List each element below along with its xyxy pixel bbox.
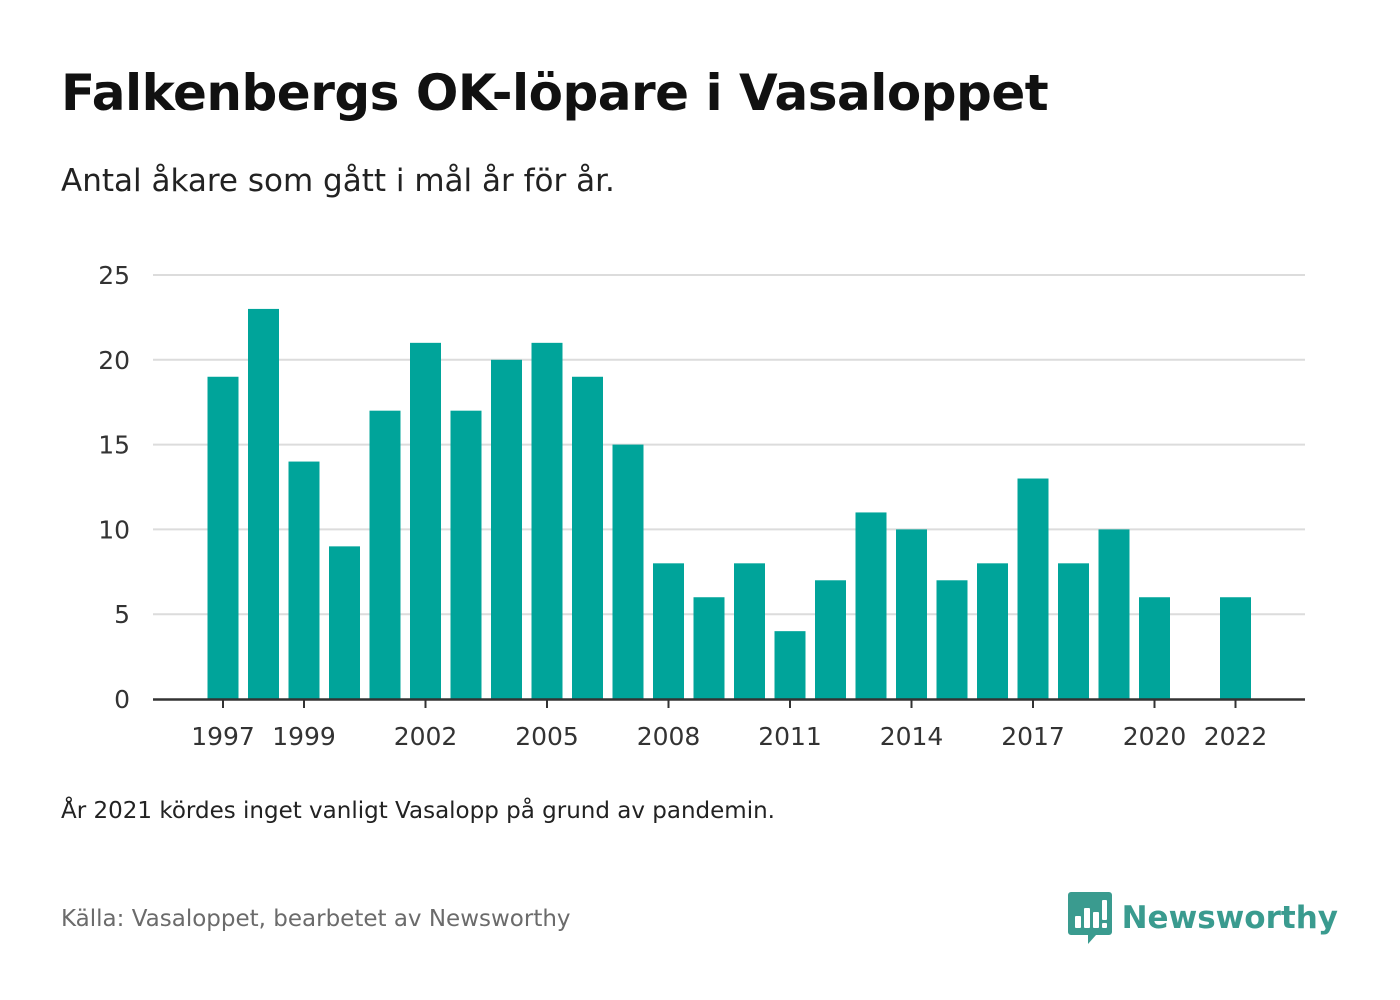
bar-2013 bbox=[855, 512, 887, 699]
x-tick-label: 2011 bbox=[758, 722, 822, 751]
bar-2016 bbox=[977, 563, 1008, 699]
bar-2015 bbox=[936, 580, 968, 699]
bar-2018 bbox=[1058, 563, 1089, 699]
y-tick-label: 15 bbox=[98, 431, 130, 460]
x-tick-label: 2005 bbox=[515, 722, 579, 751]
y-tick-label: 25 bbox=[98, 261, 130, 290]
bar-2020 bbox=[1139, 597, 1170, 699]
x-tick-label: 1999 bbox=[272, 722, 336, 751]
bar-2006 bbox=[572, 376, 603, 699]
chart-note: År 2021 kördes inget vanligt Vasalopp på… bbox=[61, 798, 775, 824]
newsworthy-logo-icon bbox=[1067, 892, 1112, 944]
bar-2012 bbox=[815, 580, 846, 699]
bar-2002 bbox=[410, 342, 441, 699]
bar-2010 bbox=[734, 563, 765, 699]
bar-2022 bbox=[1220, 597, 1251, 699]
bar-1999 bbox=[288, 461, 320, 699]
bar-2003 bbox=[450, 410, 482, 699]
chart-subtitle: Antal åkare som gått i mål år för år. bbox=[61, 163, 615, 199]
bar-2019 bbox=[1098, 529, 1130, 699]
bar-2007 bbox=[612, 444, 644, 699]
y-tick-label: 0 bbox=[114, 685, 130, 714]
bars bbox=[207, 308, 1251, 699]
y-tick-label: 20 bbox=[98, 346, 130, 375]
bar-2009 bbox=[693, 597, 725, 699]
x-tick-label: 2014 bbox=[880, 722, 944, 751]
bar-2005 bbox=[531, 342, 563, 699]
gridlines bbox=[153, 274, 1305, 616]
x-tick-label: 2008 bbox=[637, 722, 701, 751]
brand-logo: Newsworthy bbox=[1067, 892, 1338, 944]
x-tick-label: 2002 bbox=[394, 722, 458, 751]
chart-title: Falkenbergs OK-löpare i Vasaloppet bbox=[61, 64, 1049, 122]
source-text: Källa: Vasaloppet, bearbetet av Newswort… bbox=[61, 906, 571, 932]
axes: 0 5 10 15 20 25 1997 1999 2002 2005 2008 2011 2014 20… bbox=[98, 261, 1305, 751]
x-tick-label: 1997 bbox=[191, 722, 255, 751]
bar-2001 bbox=[369, 410, 401, 699]
bar-2000 bbox=[329, 546, 360, 699]
brand-name: Newsworthy bbox=[1121, 900, 1338, 936]
bar-1997 bbox=[207, 376, 239, 699]
bar-2008 bbox=[653, 563, 684, 699]
x-tick-label: 2017 bbox=[1001, 722, 1065, 751]
bar-2004 bbox=[491, 359, 522, 699]
bar-2017 bbox=[1017, 478, 1049, 699]
bar-2014 bbox=[896, 529, 927, 699]
y-tick-label: 5 bbox=[114, 600, 130, 629]
x-tick-label: 2020 bbox=[1123, 722, 1187, 751]
bar-1998 bbox=[248, 308, 279, 699]
y-tick-label: 10 bbox=[98, 515, 130, 544]
x-tick-label: 2022 bbox=[1204, 722, 1268, 751]
bar-2011 bbox=[774, 631, 806, 699]
